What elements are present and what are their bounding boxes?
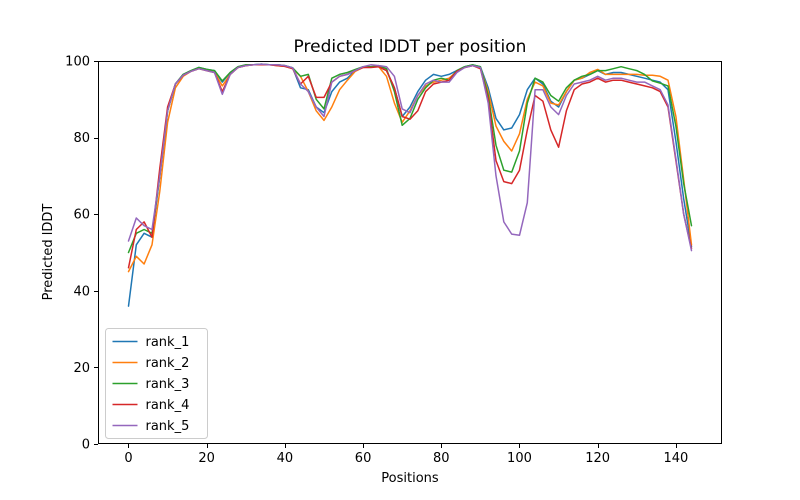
x-tick-label: 120 bbox=[585, 451, 610, 466]
series-line-rank_1 bbox=[127, 63, 693, 307]
chart-title: Predicted lDDT per position bbox=[294, 37, 527, 57]
x-tick-label: 140 bbox=[663, 451, 688, 466]
legend-label-rank_3: rank_3 bbox=[146, 377, 190, 392]
y-tick-label: 20 bbox=[73, 361, 90, 376]
legend-box bbox=[105, 328, 208, 439]
legend-label-rank_5: rank_5 bbox=[146, 419, 190, 434]
y-tick-label: 100 bbox=[65, 55, 90, 70]
legend-label-rank_1: rank_1 bbox=[146, 335, 190, 350]
y-tick-label: 40 bbox=[73, 284, 90, 299]
series-line-rank_4 bbox=[127, 64, 693, 269]
x-tick-label: 0 bbox=[124, 451, 132, 466]
legend-label-rank_2: rank_2 bbox=[146, 356, 190, 371]
series-layer bbox=[127, 63, 693, 307]
series-line-rank_5 bbox=[127, 63, 693, 252]
x-tick-label: 40 bbox=[277, 451, 294, 466]
y-tick-label: 80 bbox=[73, 131, 90, 146]
series-line-rank_3 bbox=[127, 63, 693, 254]
plot-border bbox=[98, 61, 722, 444]
x-tick-label: 20 bbox=[198, 451, 215, 466]
axes-layer: 0 20 40 60 80 100 120 140 0 20 40 60 80 100 bbox=[65, 55, 722, 466]
y-tick-label: 0 bbox=[82, 438, 90, 453]
series-line-rank_2 bbox=[127, 64, 693, 273]
legend: rank_1 rank_2 rank_3 rank_4 rank_5 bbox=[105, 328, 208, 439]
legend-label-rank_4: rank_4 bbox=[146, 398, 190, 413]
x-tick-label: 100 bbox=[507, 451, 532, 466]
x-tick-label: 60 bbox=[355, 451, 372, 466]
x-axis-label: Positions bbox=[381, 471, 439, 486]
y-tick-label: 60 bbox=[73, 208, 90, 223]
y-axis-label: Predicted lDDT bbox=[41, 204, 56, 301]
x-tick-label: 80 bbox=[433, 451, 450, 466]
